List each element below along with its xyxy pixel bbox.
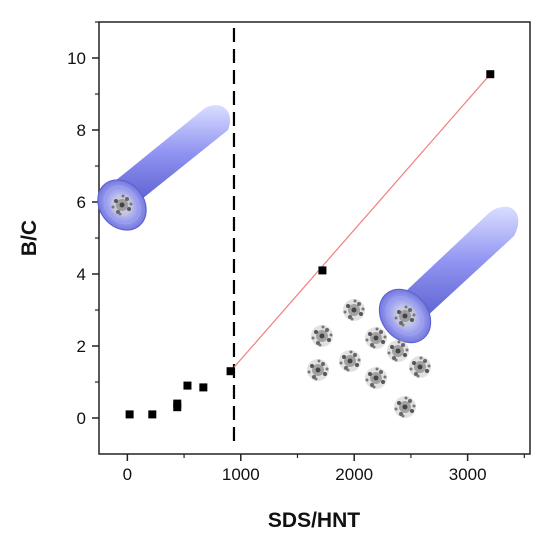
data-point-3 bbox=[173, 399, 182, 408]
x-tick-label-0: 0 bbox=[123, 465, 132, 484]
y-tick-label-8: 8 bbox=[77, 121, 86, 140]
y-tick-label-4: 4 bbox=[77, 265, 86, 284]
x-axis: 0 1000 2000 3000 bbox=[123, 454, 525, 484]
x-axis-title: SDS/HNT bbox=[268, 509, 360, 532]
halloysite-tube-with-micelles-illustration bbox=[97, 105, 231, 231]
data-point-7 bbox=[318, 266, 327, 275]
plot-area bbox=[125, 28, 495, 446]
linear-fit-line bbox=[230, 73, 491, 372]
x-tick-label-1000: 1000 bbox=[222, 465, 260, 484]
y-tick-label-10: 10 bbox=[67, 49, 86, 68]
halloysite-tube-with-free-micelles-illustration bbox=[307, 206, 519, 418]
data-point-6 bbox=[226, 367, 235, 376]
y-axis-title: B/C bbox=[18, 220, 41, 256]
data-point-8 bbox=[486, 70, 495, 79]
data-point-4 bbox=[183, 381, 192, 390]
data-point-1 bbox=[148, 410, 157, 419]
y-axis: 0 2 4 6 8 10 bbox=[67, 21, 99, 428]
y-tick-label-2: 2 bbox=[77, 337, 86, 356]
x-tick-label-2000: 2000 bbox=[335, 465, 373, 484]
y-tick-label-0: 0 bbox=[77, 409, 86, 428]
data-point-0 bbox=[125, 410, 134, 419]
data-point-5 bbox=[199, 383, 208, 392]
y-tick-label-6: 6 bbox=[77, 193, 86, 212]
x-tick-label-3000: 3000 bbox=[449, 465, 487, 484]
